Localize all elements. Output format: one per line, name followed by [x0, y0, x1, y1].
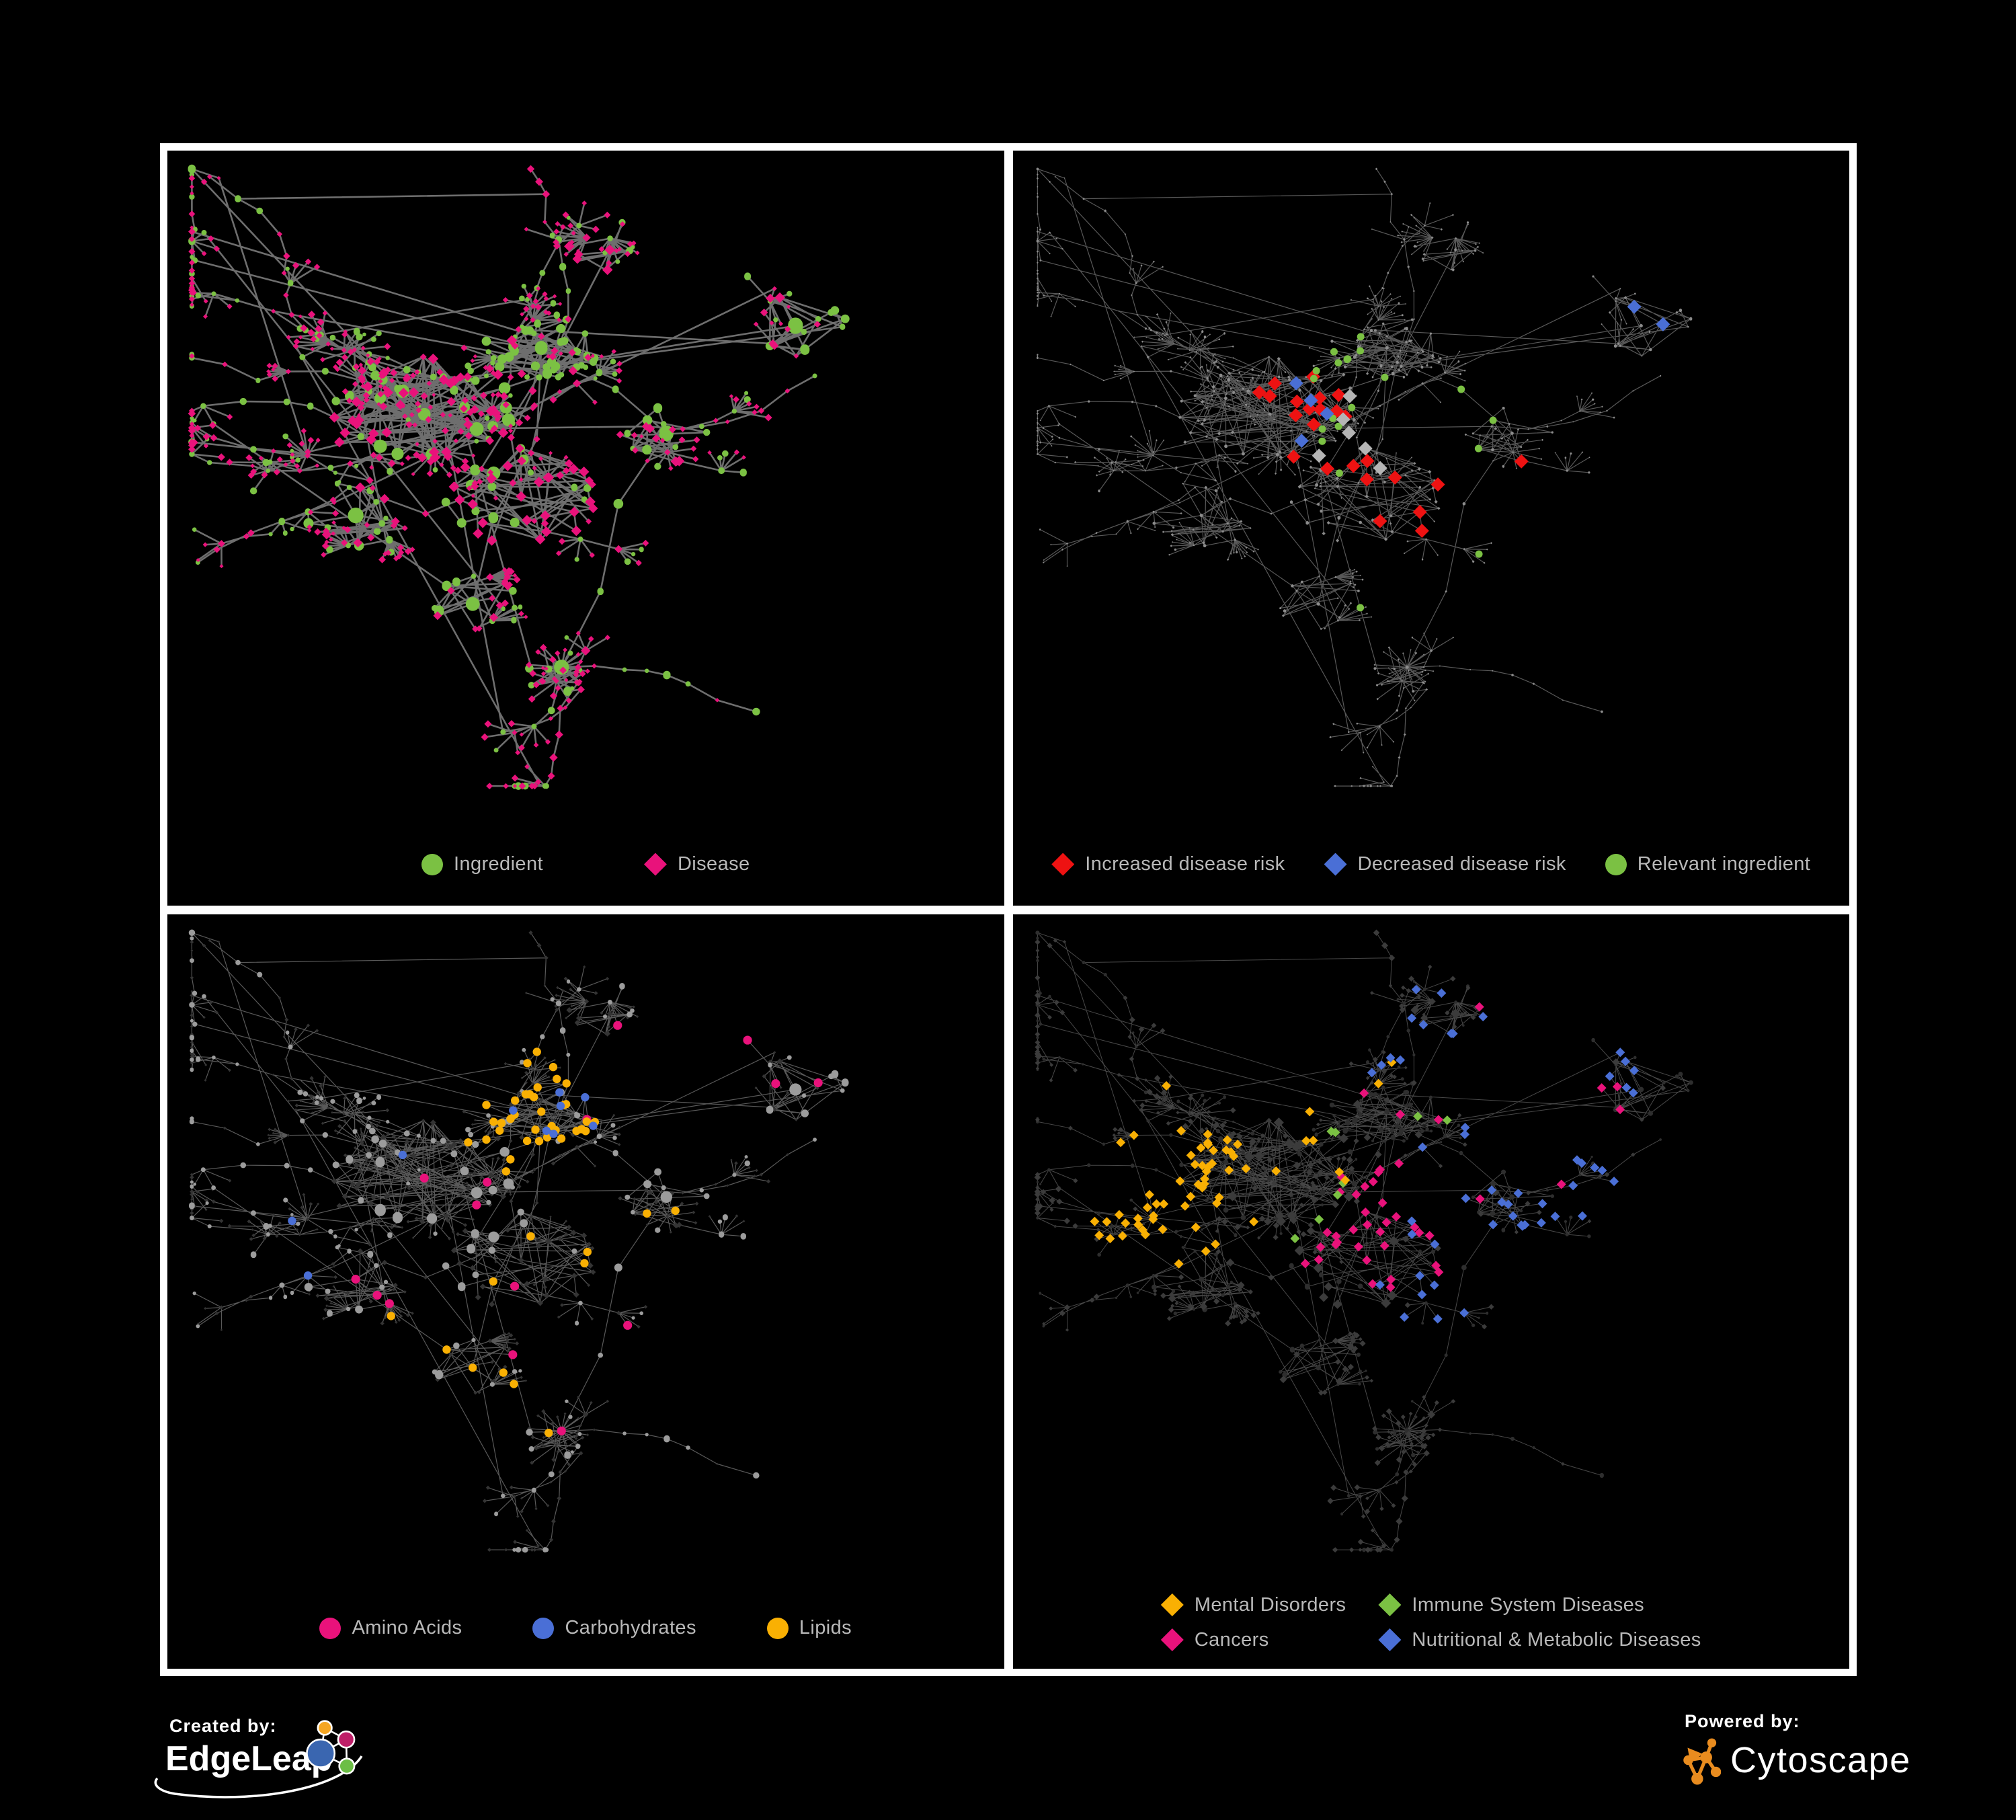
- legend-label: Immune System Diseases: [1412, 1593, 1645, 1616]
- legend-item: Relevant ingredient: [1605, 853, 1810, 875]
- legend-item: Nutritional & Metabolic Diseases: [1378, 1628, 1701, 1651]
- diamond-swatch-icon: [643, 853, 667, 876]
- network-graph: [188, 929, 849, 1552]
- created-by-label: Created by:: [169, 1716, 277, 1736]
- edgeleap-brand-text: EdgeLeap: [165, 1739, 333, 1778]
- diamond-swatch-icon: [1160, 1593, 1184, 1616]
- legend-label: Decreased disease risk: [1357, 853, 1566, 875]
- panels-grid: Ingredient Disease Increased disease risk…: [160, 143, 1857, 1676]
- legend-label: Lipids: [799, 1617, 852, 1638]
- legend: Mental Disorders Immune System Diseases Ca…: [1013, 1593, 1850, 1651]
- legend-item: Immune System Diseases: [1378, 1593, 1644, 1616]
- cytoscape-credit: Powered by: Cytoscape: [1682, 1711, 1978, 1798]
- legend-label: Amino Acids: [352, 1617, 462, 1638]
- network-graph: [1034, 929, 1693, 1553]
- legend-label: Increased disease risk: [1085, 853, 1285, 875]
- panel-ingredient-disease: Ingredient Disease: [167, 151, 1004, 906]
- network-graph: [1036, 167, 1692, 787]
- circle-swatch-icon: [532, 1617, 555, 1639]
- circle-swatch-icon: [766, 1617, 789, 1639]
- legend-item: Increased disease risk: [1051, 853, 1285, 876]
- legend-label: Nutritional & Metabolic Diseases: [1412, 1628, 1701, 1651]
- panel-disease-categories: Mental Disorders Immune System Diseases Ca…: [1012, 914, 1850, 1669]
- diamond-swatch-icon: [1160, 1628, 1184, 1651]
- legend: Increased disease risk Decreased disease …: [1013, 853, 1850, 876]
- circle-swatch-icon: [1605, 853, 1627, 875]
- cytoscape-brand-text: Cytoscape: [1730, 1740, 1911, 1780]
- legend-item: Lipids: [766, 1617, 852, 1639]
- edgeleap-logo-icon: [306, 1720, 356, 1775]
- cytoscape-logo-icon: [1683, 1738, 1721, 1785]
- diamond-swatch-icon: [1378, 1593, 1402, 1616]
- legend-item: Ingredient: [421, 853, 543, 875]
- panel-ingredient-classes: Amino Acids Carbohydrates Lipids: [167, 914, 1004, 1669]
- legend-item: Cancers: [1160, 1628, 1269, 1651]
- legend-item: Carbohydrates: [532, 1617, 696, 1639]
- legend-item: Disease: [643, 853, 750, 876]
- legend-item: Mental Disorders: [1160, 1593, 1346, 1616]
- legend-item: Decreased disease risk: [1324, 853, 1566, 876]
- legend-item: Amino Acids: [319, 1617, 462, 1639]
- legend: Ingredient Disease: [167, 853, 1004, 876]
- legend-label: Cancers: [1194, 1628, 1269, 1651]
- edgeleap-credit: Created by: EdgeLeap: [154, 1716, 403, 1817]
- legend-label: Ingredient: [453, 853, 543, 875]
- circle-swatch-icon: [421, 853, 443, 875]
- circle-swatch-icon: [319, 1617, 341, 1639]
- powered-by-label: Powered by:: [1685, 1711, 1800, 1731]
- diamond-swatch-icon: [1324, 853, 1347, 876]
- network-graph: [188, 164, 850, 790]
- diamond-swatch-icon: [1378, 1628, 1402, 1651]
- legend-label: Carbohydrates: [565, 1617, 696, 1638]
- legend: Amino Acids Carbohydrates Lipids: [167, 1617, 1004, 1639]
- legend-label: Mental Disorders: [1194, 1593, 1346, 1616]
- panel-disease-risk: Increased disease risk Decreased disease …: [1012, 151, 1850, 906]
- legend-label: Disease: [677, 853, 750, 875]
- diamond-swatch-icon: [1051, 853, 1075, 876]
- legend-label: Relevant ingredient: [1637, 853, 1811, 875]
- edgeleap-swoosh-icon: [154, 1755, 363, 1798]
